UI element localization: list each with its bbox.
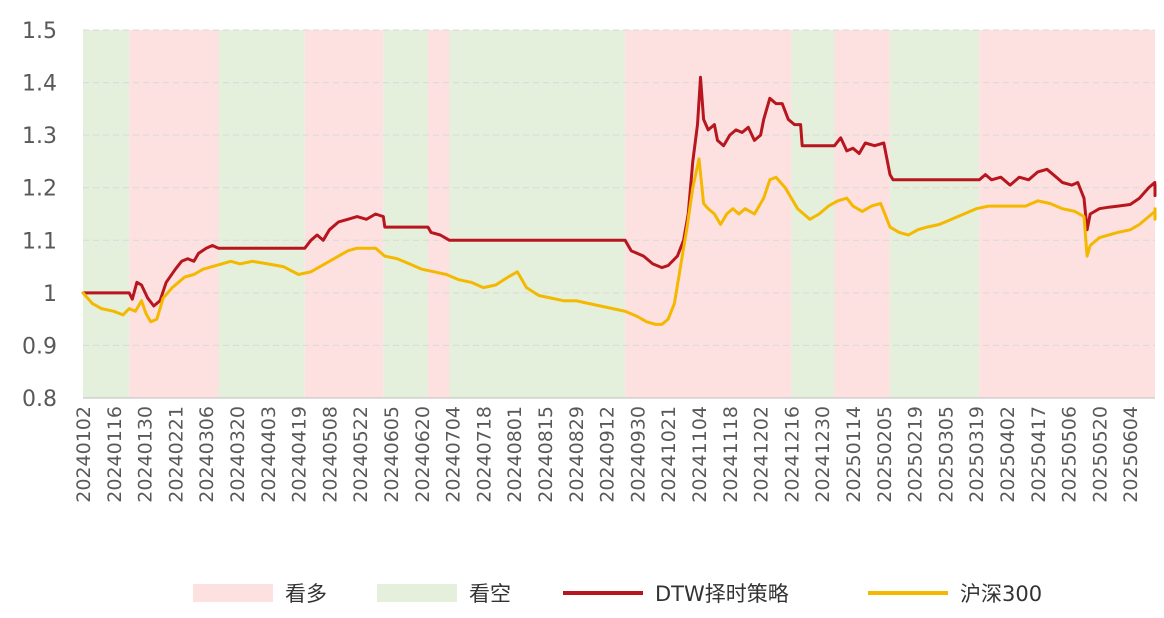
chart-svg: 1.5 1.4 1.3 1.2 1.1 1 0.9 0.8 20240102 20240116 20… [22,19,1157,503]
x-tick-label: 20240116 [104,406,126,503]
regime-band-bullish [979,30,1155,398]
legend-label-bearish: 看空 [469,582,511,606]
x-tick-label: 20240522 [350,406,372,503]
regime-band-bearish [383,30,428,398]
legend-label-strategy: DTW择时策略 [655,582,789,606]
x-tick-label: 20240320 [227,406,249,503]
legend-swatch-index [868,591,948,595]
regime-band-bullish [304,30,384,398]
regime-bands [83,30,1155,398]
legend-swatch-bullish [193,584,273,602]
legend-swatch-strategy [563,591,643,595]
x-tick-label: 20250506 [1059,406,1081,503]
x-tick-label: 20240102 [73,406,95,503]
x-tick-label: 20240130 [135,406,157,503]
regime-band-bearish [218,30,305,398]
x-tick-label: 20250417 [1028,406,1050,503]
legend-item-bearish: 看空 [377,575,511,611]
legend: 看多 看空 DTW择时策略 沪深300 [0,575,1164,611]
x-tick-label: 20240508 [319,406,341,503]
series-line-strategy [81,75,1157,308]
y-tick-label: 1.3 [22,124,57,149]
x-tick-label: 20240829 [566,406,588,503]
x-tick-label: 20240801 [504,406,526,503]
x-tick-label: 20241202 [751,406,773,503]
x-tick-label: 20240718 [473,406,495,503]
axes: 1.5 1.4 1.3 1.2 1.1 1 0.9 0.8 20240102 20240116 20… [22,19,1155,503]
regime-band-bullish [427,30,450,398]
x-tick-label: 20240930 [627,406,649,503]
y-tick-label: 1.1 [22,229,57,254]
x-tick-label: 20250114 [843,406,865,503]
regime-band-bullish [834,30,890,398]
regime-band-bearish [83,30,130,398]
regime-band-bullish [625,30,792,398]
x-tick-label: 20241104 [689,406,711,503]
y-tick-label: 1 [43,282,57,307]
x-tick-label: 20240815 [535,406,557,503]
x-tick-label: 20240605 [381,406,403,503]
y-tick-label: 1.4 [22,72,57,97]
regime-band-bullish [129,30,219,398]
x-tick-label: 20241118 [720,406,742,503]
y-tick-label: 1.5 [22,19,57,44]
legend-item-strategy: DTW择时策略 [563,575,789,611]
x-tick-label: 20250305 [935,406,957,503]
x-tick-label: 20250205 [874,406,896,503]
x-tick-label: 20240704 [443,406,465,503]
x-tick-label: 20240221 [165,406,187,503]
x-tick-label: 20241021 [658,406,680,503]
x-tick-label: 20240620 [412,406,434,503]
x-tick-label: 20240419 [289,406,311,503]
x-tick-label: 20250319 [966,406,988,503]
legend-item-bullish: 看多 [193,575,327,611]
x-tick-label: 20241216 [781,406,803,503]
legend-swatch-bearish [377,584,457,602]
y-tick-label: 1.2 [22,177,57,202]
regime-band-bearish [791,30,835,398]
y-tick-label: 0.9 [22,334,57,359]
series-lines [81,75,1157,326]
x-tick-label: 20241230 [812,406,834,503]
x-tick-label: 20240912 [597,406,619,503]
x-tick-label: 20250604 [1120,406,1142,503]
x-tick-label: 20250520 [1089,406,1111,503]
legend-item-index: 沪深300 [868,575,1042,611]
y-tick-label: 0.8 [22,387,57,412]
x-tick-label: 20240306 [196,406,218,503]
legend-label-index: 沪深300 [960,582,1043,606]
legend-label-bullish: 看多 [285,582,327,606]
x-tick-label: 20240403 [258,406,280,503]
x-tick-label: 20250219 [905,406,927,503]
series-line-index [81,157,1157,326]
regime-band-bearish [449,30,626,398]
x-tick-label: 20250402 [997,406,1019,503]
